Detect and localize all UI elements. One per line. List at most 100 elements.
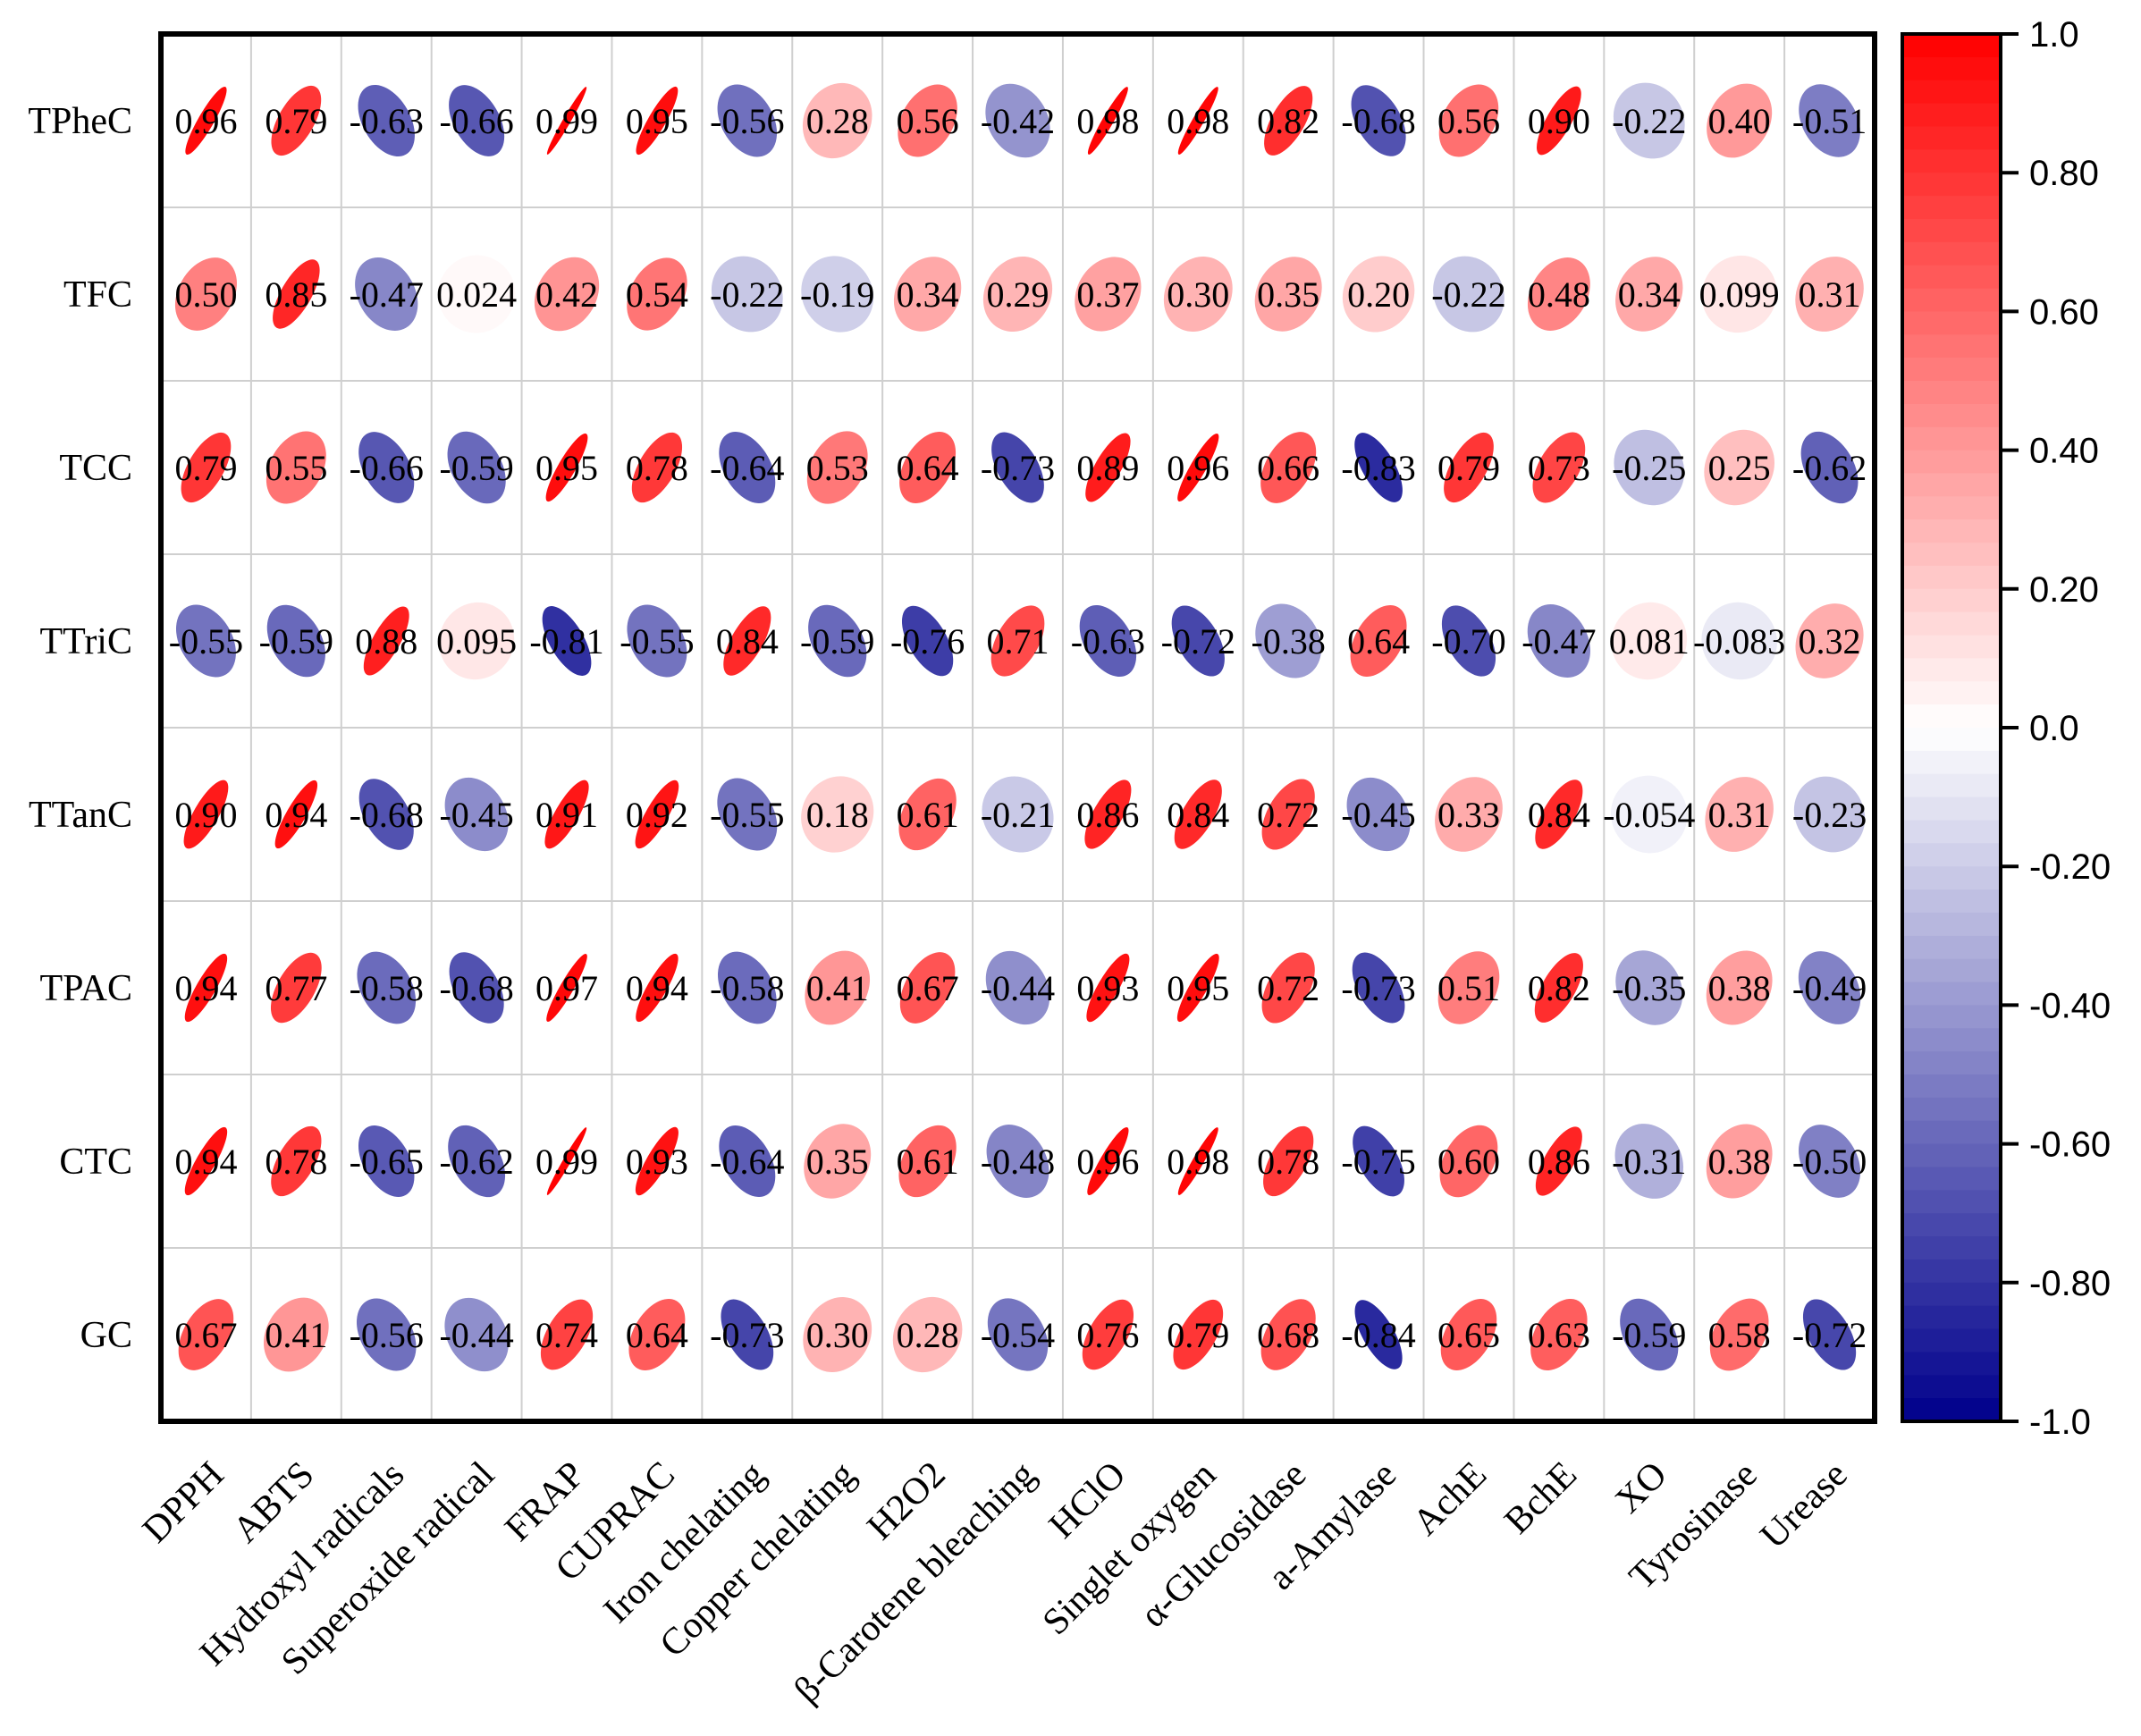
cell-value-label: -0.42 <box>981 101 1055 141</box>
cell-value-label: 0.96 <box>174 101 237 141</box>
cell-value-label: 0.28 <box>806 101 869 141</box>
correlation-ellipse <box>1615 257 1683 332</box>
cell-value-label: -0.21 <box>981 795 1055 835</box>
cell-value-label: 0.93 <box>1076 968 1139 1008</box>
cell-value-label: 0.30 <box>806 1315 869 1355</box>
colorbar-band <box>1902 565 2001 590</box>
cell-value-label: 0.51 <box>1437 968 1500 1008</box>
cell-value-label: -0.55 <box>710 795 784 835</box>
colorbar-band <box>1902 588 2001 613</box>
correlation-ellipse <box>1439 1125 1498 1198</box>
colorbar-band <box>1902 1213 2001 1237</box>
correlation-ellipse <box>1802 1299 1857 1370</box>
correlation-ellipse <box>363 606 409 676</box>
cell-value-label: 0.35 <box>806 1142 869 1182</box>
cell-value-label: 0.79 <box>265 101 327 141</box>
correlation-ellipse <box>444 777 509 852</box>
grid-lines <box>161 34 1875 1421</box>
colorbar-tick-label: 0.20 <box>2029 570 2099 610</box>
colorbar-band <box>1902 519 2001 544</box>
correlation-ellipse <box>1163 257 1233 332</box>
colorbar-band <box>1902 56 2001 81</box>
cell-value-label: -0.70 <box>1431 621 1505 662</box>
cell-value-label: 0.90 <box>174 795 237 835</box>
colorbar-band <box>1902 1097 2001 1122</box>
cell-value-label: -0.63 <box>1071 621 1145 662</box>
correlation-ellipse <box>270 952 322 1024</box>
cell-value-label: 0.30 <box>1167 274 1229 315</box>
correlation-ellipse <box>185 86 227 156</box>
correlation-ellipse <box>1536 86 1581 156</box>
colorbar-band <box>1902 982 2001 1006</box>
correlation-ellipse <box>801 776 874 853</box>
row-label: TCC <box>59 448 132 489</box>
cell-value-label: 0.024 <box>436 274 517 315</box>
correlation-ellipse <box>627 257 687 331</box>
colorbar-band <box>1902 704 2001 729</box>
colorbar-band <box>1902 103 2001 128</box>
column-label: XO <box>1607 1454 1674 1521</box>
cell-value-label: 0.56 <box>897 101 959 141</box>
cell-value-label: 0.35 <box>1257 274 1319 315</box>
correlation-ellipse <box>982 256 1053 333</box>
cell-value-label: 0.72 <box>1257 795 1319 835</box>
colorbar-band <box>1902 265 2001 290</box>
colorbar-band <box>1902 1028 2001 1052</box>
colorbar-band <box>1902 1051 2001 1075</box>
colorbar-band <box>1902 403 2001 428</box>
row-label: CTC <box>59 1142 132 1183</box>
correlation-ellipse <box>1346 777 1411 852</box>
cell-value-label: 0.74 <box>535 1315 598 1355</box>
cell-value-label: 0.67 <box>174 1315 237 1355</box>
cell-value-label: -0.23 <box>1792 795 1867 835</box>
colorbar-band <box>1902 241 2001 266</box>
cell-value-label: 0.85 <box>265 274 327 315</box>
cell-value-label: 0.55 <box>265 448 327 488</box>
colorbar-band <box>1902 1375 2001 1399</box>
cell-value-label: -0.47 <box>350 274 424 315</box>
colorbar-band <box>1902 889 2001 914</box>
correlation-ellipse <box>898 778 957 851</box>
correlation-ellipse <box>1087 1126 1129 1196</box>
correlation-ellipse <box>1174 780 1222 849</box>
colorbar-band <box>1902 728 2001 752</box>
correlation-ellipse <box>358 1125 415 1197</box>
cell-value-label: 0.58 <box>1708 1315 1771 1355</box>
correlation-ellipse <box>1535 1126 1582 1196</box>
correlation-ellipse <box>1260 1299 1316 1370</box>
correlation-ellipse <box>898 84 957 157</box>
correlation-ellipse <box>184 1126 228 1196</box>
correlation-ellipse <box>717 84 778 157</box>
colorbar-band <box>1902 1282 2001 1307</box>
correlation-ellipse <box>1709 1298 1769 1371</box>
correlation-ellipse <box>1176 953 1219 1023</box>
correlation-ellipse <box>982 776 1054 853</box>
correlation-ellipse <box>801 256 874 333</box>
cell-value-label: 0.42 <box>535 274 598 315</box>
colorbar: 1.0 0.80 0.60 0.40 0.20 0.0 -0.20 -0.40 -0.60 -0.… <box>1901 15 2111 1442</box>
correlation-ellipse <box>1085 433 1131 502</box>
cell-value-label: -0.58 <box>710 968 784 1008</box>
colorbar-tick-label: 1.0 <box>2029 15 2079 55</box>
cell-value-label: -0.64 <box>710 1142 784 1182</box>
correlation-ellipse <box>1082 1299 1134 1370</box>
correlation-ellipse <box>985 83 1050 158</box>
colorbar-tick-label: -0.20 <box>2029 847 2111 887</box>
correlation-ellipse <box>449 85 505 156</box>
cell-value-label: -0.38 <box>1252 621 1326 662</box>
cell-value-label: -0.63 <box>350 101 424 141</box>
correlation-ellipse <box>1620 1298 1679 1371</box>
row-labels: TPheC TFC TCC TTriC TTanC TPAC CTC GC <box>28 101 132 1356</box>
cell-value-label: -0.25 <box>1612 448 1686 488</box>
correlation-ellipse <box>273 259 320 329</box>
correlation-ellipse <box>719 431 776 504</box>
cell-value-label: 0.40 <box>1708 101 1771 141</box>
colorbar-band <box>1902 820 2001 844</box>
cell-value-label: -0.56 <box>710 101 784 141</box>
cell-value-label: 0.38 <box>1708 1142 1771 1182</box>
correlation-ellipse <box>990 605 1045 677</box>
correlation-ellipse <box>174 257 237 331</box>
cell-value-label: 0.88 <box>355 621 417 662</box>
cell-value-label: 0.41 <box>806 968 869 1008</box>
correlation-ellipse <box>356 1298 417 1371</box>
